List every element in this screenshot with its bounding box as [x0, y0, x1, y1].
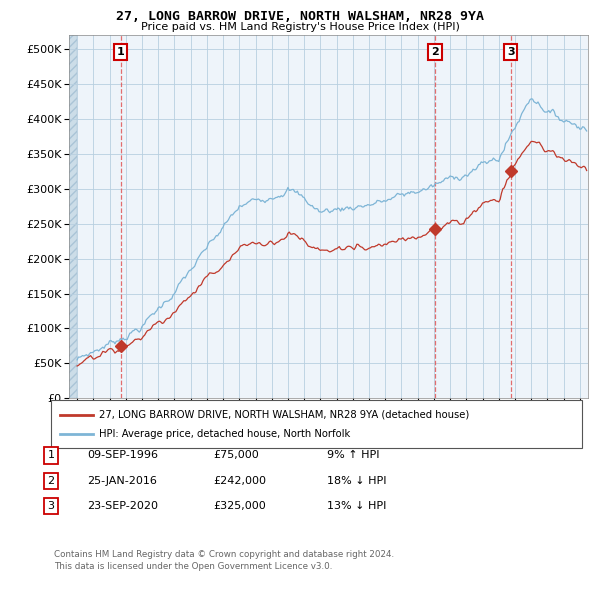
- Text: 09-SEP-1996: 09-SEP-1996: [87, 451, 158, 460]
- Bar: [69, 35, 77, 398]
- Text: £242,000: £242,000: [213, 476, 266, 486]
- Text: £325,000: £325,000: [213, 502, 266, 511]
- Text: 25-JAN-2016: 25-JAN-2016: [87, 476, 157, 486]
- Text: This data is licensed under the Open Government Licence v3.0.: This data is licensed under the Open Gov…: [54, 562, 332, 571]
- Text: 2: 2: [47, 476, 55, 486]
- Text: 18% ↓ HPI: 18% ↓ HPI: [327, 476, 386, 486]
- Text: HPI: Average price, detached house, North Norfolk: HPI: Average price, detached house, Nort…: [99, 428, 350, 438]
- Text: 1: 1: [117, 47, 125, 57]
- Text: Price paid vs. HM Land Registry's House Price Index (HPI): Price paid vs. HM Land Registry's House …: [140, 22, 460, 32]
- Text: 1: 1: [47, 451, 55, 460]
- Text: 2: 2: [431, 47, 439, 57]
- Text: 9% ↑ HPI: 9% ↑ HPI: [327, 451, 380, 460]
- Text: 13% ↓ HPI: 13% ↓ HPI: [327, 502, 386, 511]
- Text: 27, LONG BARROW DRIVE, NORTH WALSHAM, NR28 9YA (detached house): 27, LONG BARROW DRIVE, NORTH WALSHAM, NR…: [99, 410, 469, 420]
- Text: £75,000: £75,000: [213, 451, 259, 460]
- Text: Contains HM Land Registry data © Crown copyright and database right 2024.: Contains HM Land Registry data © Crown c…: [54, 550, 394, 559]
- Text: 3: 3: [47, 502, 55, 511]
- Text: 3: 3: [507, 47, 514, 57]
- Text: 23-SEP-2020: 23-SEP-2020: [87, 502, 158, 511]
- Text: 27, LONG BARROW DRIVE, NORTH WALSHAM, NR28 9YA: 27, LONG BARROW DRIVE, NORTH WALSHAM, NR…: [116, 10, 484, 23]
